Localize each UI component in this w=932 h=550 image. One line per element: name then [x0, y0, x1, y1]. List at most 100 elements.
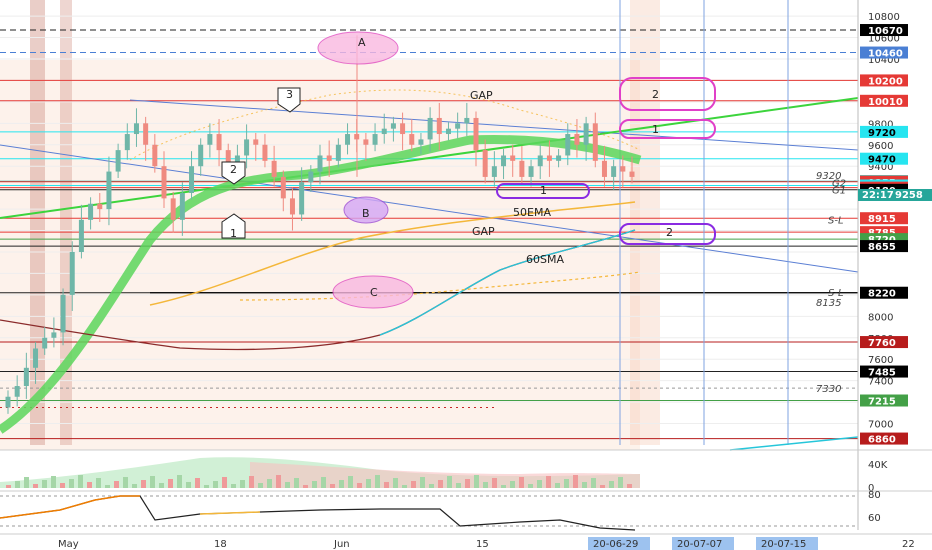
price-tag: [860, 74, 908, 87]
candle-body: [5, 396, 11, 408]
candle: [565, 123, 571, 166]
price-tag: [860, 24, 908, 37]
volume-bar: [51, 476, 56, 488]
volume-bar: [186, 482, 191, 488]
candle: [491, 151, 497, 187]
candle-body: [556, 155, 562, 161]
volume-bar: [456, 483, 461, 488]
candle-body: [400, 123, 406, 135]
candle-body: [244, 139, 250, 156]
price-axis-label: 7000: [868, 420, 893, 431]
volume-bar: [231, 484, 236, 488]
volume-bar: [312, 481, 317, 488]
candle-body: [528, 166, 534, 177]
price-tag-label: 10460: [868, 49, 903, 60]
candle-body: [482, 150, 488, 177]
volume-bar: [303, 485, 308, 488]
trend-lines: [0, 0, 859, 451]
candle-body: [418, 139, 424, 145]
volume-bar: [177, 475, 182, 488]
candle-body: [289, 198, 295, 215]
volume-bar: [573, 475, 578, 488]
price-tag-label: 8655: [868, 242, 896, 253]
candle-body: [23, 367, 29, 387]
candle: [409, 119, 415, 152]
candle-body: [427, 117, 433, 140]
candle: [133, 108, 139, 147]
price-tag: [860, 125, 908, 138]
volume-bar: [240, 480, 245, 488]
candle-body: [455, 123, 461, 129]
candle-body: [510, 155, 516, 161]
side-label: G2: [832, 178, 846, 189]
time-tick-22: 22: [902, 539, 915, 550]
wave-label-2: 2: [230, 163, 237, 176]
volume-bar: [429, 484, 434, 488]
candle: [262, 134, 268, 168]
oscillator-axis-80: 80: [868, 490, 881, 501]
candle: [115, 143, 121, 178]
side-label: 8135: [816, 298, 841, 309]
volume-bar: [627, 484, 632, 488]
annotation-labels: A B C GAP GAP 50EMA 60SMA 1 2 3 1 1 2 2: [230, 36, 673, 299]
candle: [400, 112, 406, 151]
candle: [546, 140, 552, 177]
candle: [427, 107, 433, 153]
side-label: 9320: [816, 171, 841, 182]
price-axis-label: 9600: [868, 141, 893, 152]
price-axis-label: 9400: [868, 162, 893, 173]
price-tag-label: 9720: [868, 128, 896, 139]
candle-body: [51, 332, 57, 338]
price-tag: [860, 336, 908, 349]
candle: [519, 145, 525, 184]
candle-body: [611, 166, 617, 177]
target-label-2-upper: 2: [652, 88, 659, 101]
candle-body: [225, 150, 231, 172]
candle-body: [473, 117, 479, 151]
candle-body: [464, 117, 470, 124]
annotation-a: A: [358, 36, 366, 49]
candle-body: [115, 150, 121, 172]
volume-bar: [618, 477, 623, 488]
candle: [51, 317, 57, 348]
volume-bar: [402, 485, 407, 488]
candle-body: [335, 144, 341, 161]
volume-axis-40k: 40K: [868, 460, 888, 471]
candle-body: [308, 171, 314, 183]
candle: [33, 342, 39, 384]
candle-body: [537, 155, 543, 167]
countdown: 22:17: [862, 190, 894, 201]
gap-label-upper: GAP: [470, 89, 493, 102]
candle: [289, 187, 295, 231]
volume-bar: [609, 481, 614, 488]
price-axis-label: 10400: [868, 55, 900, 66]
candle-body: [629, 171, 635, 177]
price-tag-label: 10200: [868, 76, 903, 87]
volume-bar: [78, 475, 83, 488]
price-tag: [860, 152, 908, 165]
annotation-shapes: [221, 31, 716, 309]
candle: [23, 352, 29, 399]
candle: [556, 149, 562, 168]
candle-body: [363, 139, 369, 145]
gap-label-lower: GAP: [472, 225, 495, 238]
candle-body: [592, 123, 598, 161]
candle: [152, 134, 158, 173]
candle: [601, 145, 607, 187]
candle-body: [253, 139, 259, 145]
annotation-c: C: [370, 286, 378, 299]
volume-bar: [213, 481, 218, 488]
candle-body: [574, 134, 580, 145]
price-axis-label: 9800: [868, 119, 893, 130]
volume-bar: [6, 485, 11, 488]
volume-bar: [555, 483, 560, 488]
candle-body: [620, 166, 626, 172]
candle-body: [133, 123, 139, 135]
volume-bar: [366, 479, 371, 488]
candle-body: [491, 166, 497, 177]
candle: [592, 112, 598, 168]
volume-bar: [339, 480, 344, 488]
volume-bar: [537, 480, 542, 488]
